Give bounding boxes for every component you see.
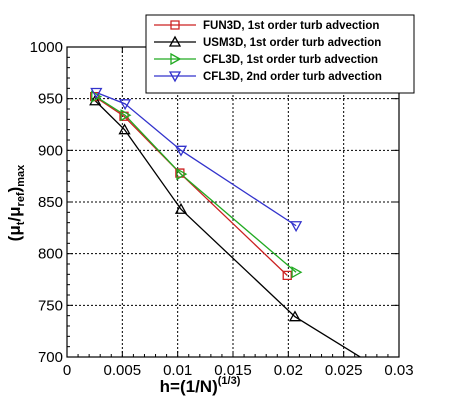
series-point-2	[291, 266, 303, 279]
y-tick-label: 800	[38, 246, 63, 263]
x-tick-label: 0.03	[384, 362, 413, 379]
series-line-1	[94, 100, 362, 357]
series-point-3	[174, 145, 188, 157]
series-point-2	[176, 167, 188, 181]
x-tick-label: 0.005	[104, 362, 142, 379]
series-line-2	[95, 96, 297, 273]
x-tick-label: 0.01	[163, 362, 192, 379]
series-point-3	[90, 87, 103, 99]
legend-marker	[168, 35, 182, 47]
y-tick-label: 850	[38, 194, 63, 211]
legend-box	[145, 14, 415, 94]
tick-label-layer: 0 0.005 0.01 0.015 0.02 0.025 0.03 700 750 800 850…	[30, 39, 414, 379]
x-tick-label: 0.025	[325, 362, 363, 379]
series-point-1	[118, 123, 131, 135]
y-axis-title-mid: /μ	[5, 206, 24, 221]
y-tick-label: 750	[38, 297, 63, 314]
legend-label: USM3D, 1st order turb advection	[203, 37, 381, 49]
series-point-3	[118, 99, 132, 111]
y-tick-label: 900	[38, 142, 63, 159]
grid-layer	[67, 47, 399, 357]
x-axis-title: h=(1/N)(1/3)	[160, 375, 241, 396]
series-point-2	[120, 109, 132, 122]
series-point-1	[89, 94, 102, 106]
x-tick-label: 0.015	[214, 362, 252, 379]
series-point-0	[175, 168, 185, 178]
series-point-2	[91, 90, 103, 103]
legend-label: CFL3D, 1st order turb advection	[203, 54, 378, 66]
series-line-3	[96, 91, 297, 227]
series-layer	[94, 91, 362, 357]
series-point-3	[289, 221, 303, 233]
legend-items: FUN3D, 1st order turb advection USM3D, 1s…	[154, 20, 382, 83]
marker-layer	[89, 87, 303, 322]
legend-marker	[170, 20, 180, 30]
y-tick-label: 950	[38, 91, 63, 108]
series-point-1	[288, 310, 302, 322]
y-axis-title-sub2: ref	[15, 192, 27, 206]
series-line-0	[94, 96, 288, 276]
series-point-0	[282, 270, 292, 281]
y-tick-label: 700	[38, 349, 63, 366]
y-axis-title-pre: (μ	[5, 225, 24, 241]
x-tick-label: 0.02	[274, 362, 303, 379]
y-axis-title-post: )	[5, 187, 24, 193]
y-tick-label: 1000	[30, 39, 63, 56]
x-tick-label: 0	[63, 362, 71, 379]
x-axis-title-main: h=(1/N)	[160, 377, 218, 396]
legend-marker	[170, 52, 182, 66]
x-axis-title-exponent: (1/3)	[218, 375, 241, 387]
legend: FUN3D, 1st order turb advection USM3D, 1s…	[145, 14, 415, 94]
legend-marker	[168, 71, 182, 83]
legend-label: CFL3D, 2nd order turb advection	[203, 71, 382, 83]
y-axis-title: (μt/μref)max	[5, 164, 27, 241]
series-point-1	[174, 202, 188, 214]
tick-layer	[66, 46, 400, 358]
y-axis-title-sub3: max	[15, 164, 27, 187]
legend-label: FUN3D, 1st order turb advection	[203, 20, 379, 32]
y-axis-title-sub1: t	[15, 221, 27, 225]
